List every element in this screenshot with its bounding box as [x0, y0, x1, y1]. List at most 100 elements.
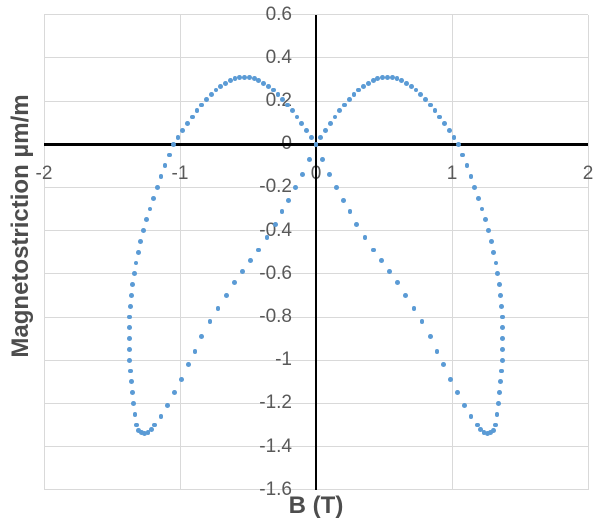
vertical-gridline: [587, 14, 589, 490]
data-point: [403, 293, 409, 298]
data-point: [261, 80, 267, 86]
data-point: [132, 411, 138, 417]
data-point: [248, 258, 254, 264]
data-point: [154, 185, 160, 190]
data-point: [395, 280, 400, 285]
x-tick-label: 2: [582, 163, 594, 184]
data-point: [495, 401, 501, 406]
data-point: [204, 97, 209, 102]
data-point: [481, 430, 487, 435]
data-point: [441, 362, 447, 367]
data-point: [256, 247, 262, 253]
data-point: [293, 185, 298, 190]
data-point: [294, 114, 300, 120]
data-point: [456, 141, 462, 147]
x-tick-label: -1: [171, 163, 189, 184]
data-point: [272, 221, 278, 227]
data-point: [334, 185, 339, 190]
y-tick-label: -1.4: [259, 435, 292, 457]
data-point: [451, 134, 457, 140]
data-point: [499, 368, 504, 374]
data-point: [488, 430, 494, 435]
data-point: [427, 102, 433, 108]
data-point: [138, 239, 144, 244]
data-point: [199, 102, 205, 108]
data-point: [475, 422, 481, 428]
data-point: [130, 390, 135, 396]
data-point: [493, 422, 499, 428]
data-point: [127, 314, 132, 320]
data-point: [251, 76, 257, 82]
data-point: [199, 334, 205, 339]
data-point: [207, 318, 213, 324]
data-point: [380, 75, 386, 81]
data-point: [306, 156, 312, 162]
y-tick-label: -0.4: [259, 219, 292, 241]
y-tick-label: -1: [275, 349, 292, 371]
data-point: [500, 347, 505, 352]
data-point: [464, 163, 470, 169]
data-point: [472, 185, 478, 190]
y-tick-label: -0.6: [259, 262, 292, 284]
x-axis-title: B (T): [288, 492, 344, 519]
data-point: [437, 114, 443, 120]
data-point: [351, 92, 357, 97]
data-point: [151, 422, 157, 428]
data-point: [240, 269, 245, 275]
data-point: [500, 336, 506, 342]
data-point: [498, 293, 504, 298]
x-tick-label: 1: [446, 163, 458, 184]
data-point: [208, 92, 214, 97]
data-point: [166, 152, 172, 158]
y-tick-label: -0.2: [259, 176, 292, 198]
data-point: [497, 390, 502, 396]
data-point: [413, 87, 419, 93]
data-point: [484, 431, 490, 437]
data-point: [127, 357, 133, 363]
data-point: [223, 293, 229, 298]
data-point: [411, 305, 417, 311]
data-point: [165, 403, 171, 408]
data-point: [340, 198, 346, 203]
data-point: [213, 87, 219, 93]
data-point: [158, 413, 164, 419]
data-point: [275, 92, 281, 97]
data-point: [320, 156, 326, 162]
data-point: [354, 221, 360, 227]
data-point: [365, 80, 371, 86]
data-point: [389, 75, 395, 81]
horizontal-gridline: [44, 489, 588, 491]
data-point: [304, 128, 309, 133]
data-point: [227, 78, 233, 83]
data-point: [476, 195, 481, 201]
data-point: [378, 258, 384, 264]
data-point: [434, 349, 440, 354]
data-point: [485, 228, 491, 234]
data-point: [346, 97, 352, 102]
data-point: [131, 271, 137, 277]
data-point: [423, 97, 428, 102]
data-point: [482, 217, 488, 223]
data-point: [127, 347, 132, 352]
data-point: [129, 379, 134, 385]
data-point: [394, 76, 400, 82]
data-point: [135, 428, 141, 433]
data-point: [494, 411, 500, 417]
data-point: [337, 108, 343, 114]
data-point: [135, 249, 141, 255]
data-point: [192, 349, 198, 354]
y-axis-title: Magnetostriction µm/m: [7, 94, 34, 358]
data-point: [237, 75, 243, 81]
data-point: [327, 121, 333, 126]
data-point: [327, 172, 332, 177]
data-point: [178, 377, 184, 383]
data-point: [149, 426, 154, 432]
data-point: [185, 121, 190, 126]
data-point: [270, 87, 276, 93]
data-point: [232, 280, 237, 285]
y-tick-label: 0.6: [265, 3, 292, 25]
x-tick-label: -2: [35, 163, 53, 184]
data-point: [286, 198, 292, 203]
data-point: [427, 334, 433, 339]
